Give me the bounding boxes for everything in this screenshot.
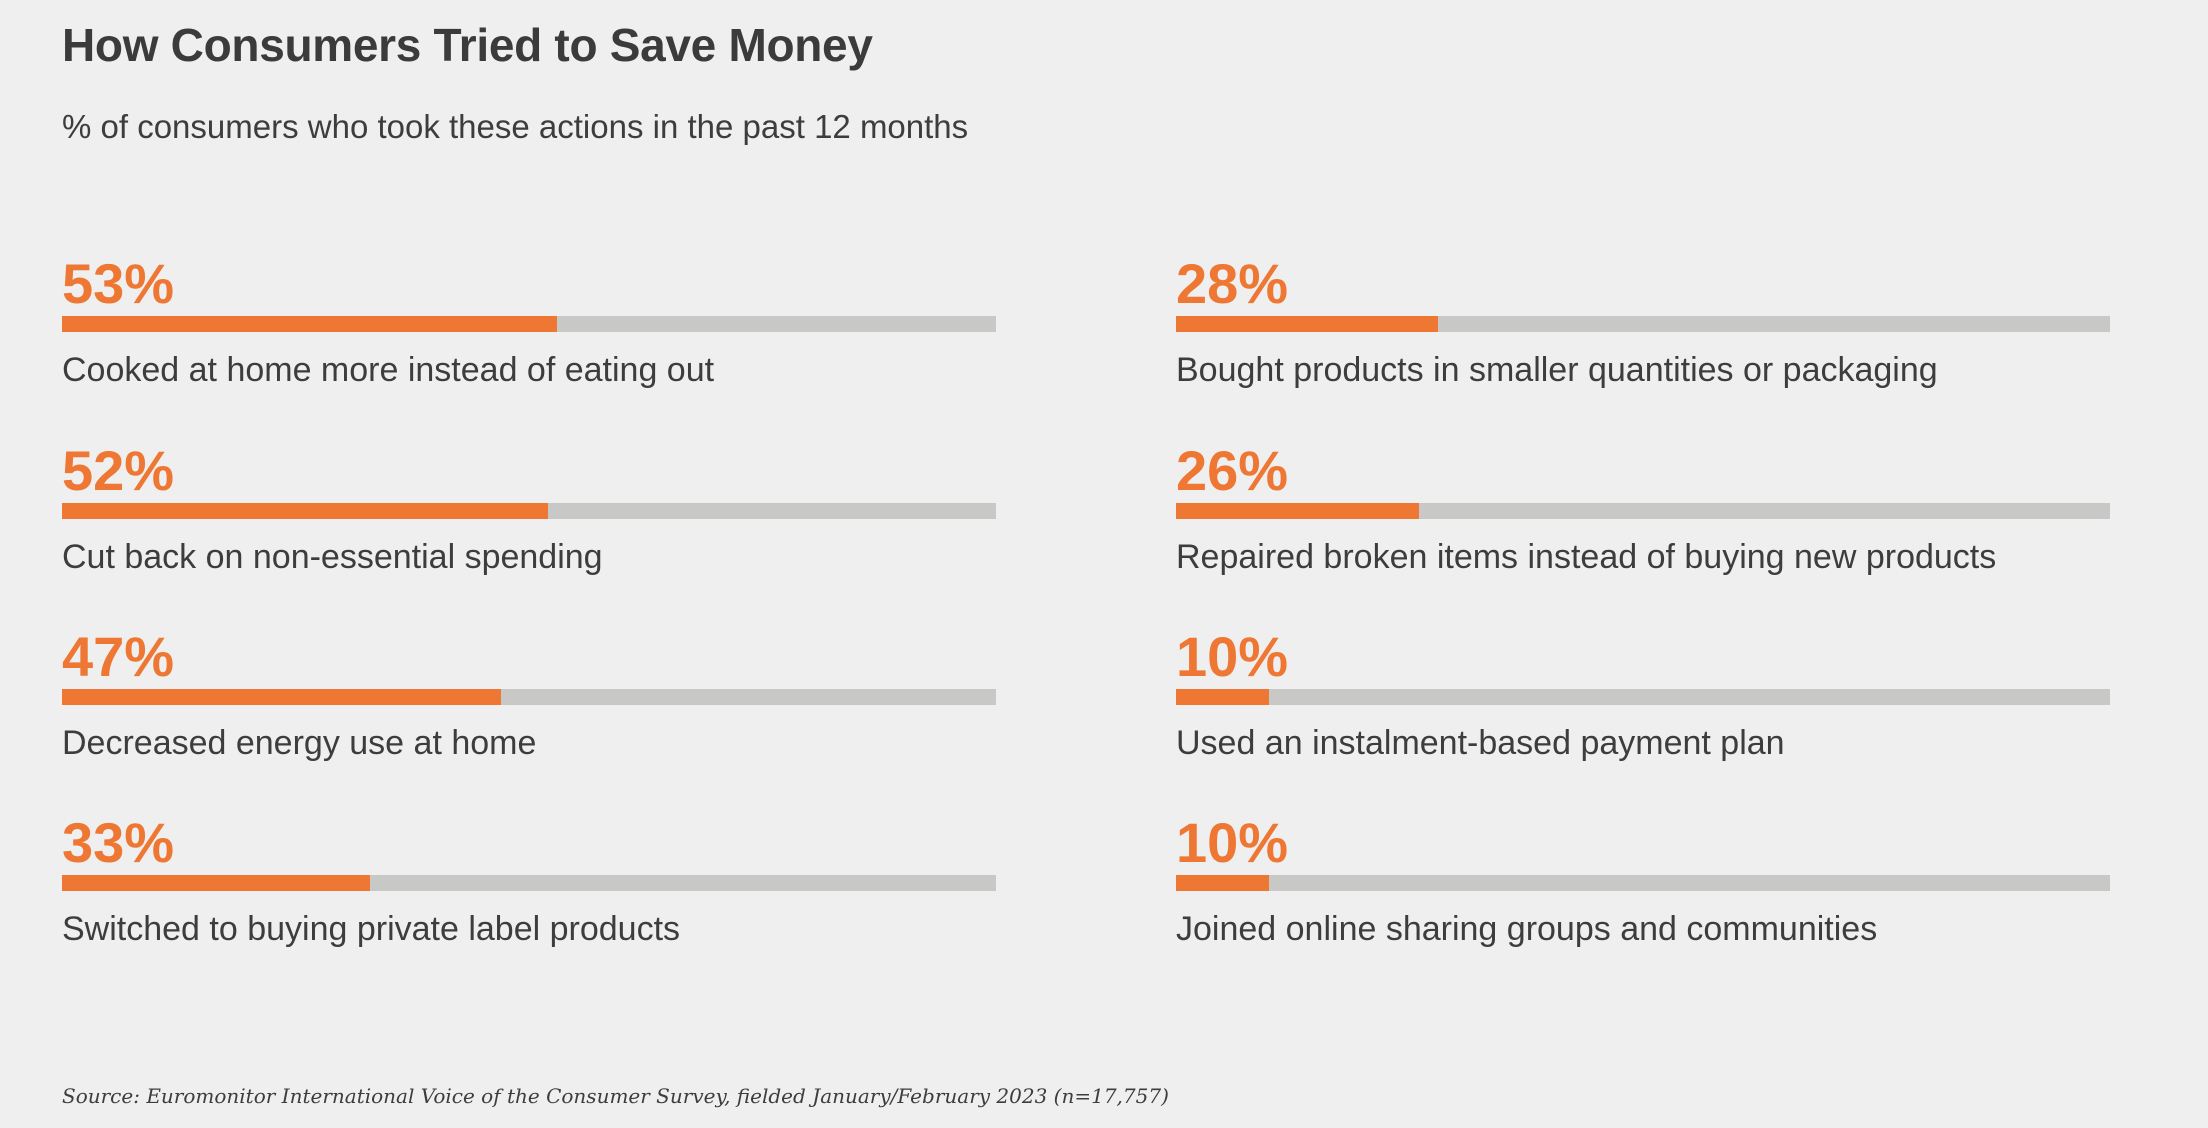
bar-category-label: Cooked at home more instead of eating ou… [62,351,715,389]
bar-category-label: Decreased energy use at home [62,724,537,762]
bar-item: 53% Cooked at home more instead of eating… [62,252,996,432]
bar-category-label: Switched to buying private label product… [62,910,681,948]
bar-item: 33% Switched to buying private label prod… [62,811,996,991]
bar-value-label: 33% [62,811,175,874]
bar-track [62,316,996,332]
bar-item: 26% Repaired broken items instead of buyi… [1176,439,2110,619]
bar-value-label: 52% [62,439,175,502]
bar-track [1176,316,2110,332]
bar-item: 10% Used an instalment-based payment plan [1176,625,2110,805]
bar-category-label: Repaired broken items instead of buying … [1176,538,1997,576]
bar-value-label: 47% [62,625,175,688]
bar-track [62,689,996,705]
bar-item: 47% Decreased energy use at home [62,625,996,805]
bar-fill [1176,503,1419,519]
bar-value-label: 26% [1176,439,1289,502]
bar-fill [62,503,548,519]
chart-subtitle: % of consumers who took these actions in… [62,108,969,145]
bar-value-label: 28% [1176,252,1289,315]
bar-fill [62,689,501,705]
chart-title: How Consumers Tried to Save Money [62,19,873,71]
bar-category-label: Cut back on non-essential spending [62,538,603,576]
bar-value-label: 53% [62,252,175,315]
bar-fill [1176,316,1438,332]
bar-category-label: Used an instalment-based payment plan [1176,724,1785,762]
bar-track [62,875,996,891]
source-note: Source: Euromonitor International Voice … [62,1084,1169,1108]
bar-track [1176,503,2110,519]
bar-fill [1176,875,1269,891]
bar-value-label: 10% [1176,811,1289,874]
bar-track [62,503,996,519]
bar-value-label: 10% [1176,625,1289,688]
bar-item: 28% Bought products in smaller quantities… [1176,252,2110,432]
bar-category-label: Joined online sharing groups and communi… [1176,910,1878,948]
bar-item: 10% Joined online sharing groups and comm… [1176,811,2110,991]
bar-fill [62,875,370,891]
bar-track [1176,689,2110,705]
bar-track [1176,875,2110,891]
bar-fill [1176,689,1269,705]
bar-category-label: Bought products in smaller quantities or… [1176,351,1938,389]
bar-fill [62,316,557,332]
bar-item: 52% Cut back on non-essential spending [62,439,996,619]
